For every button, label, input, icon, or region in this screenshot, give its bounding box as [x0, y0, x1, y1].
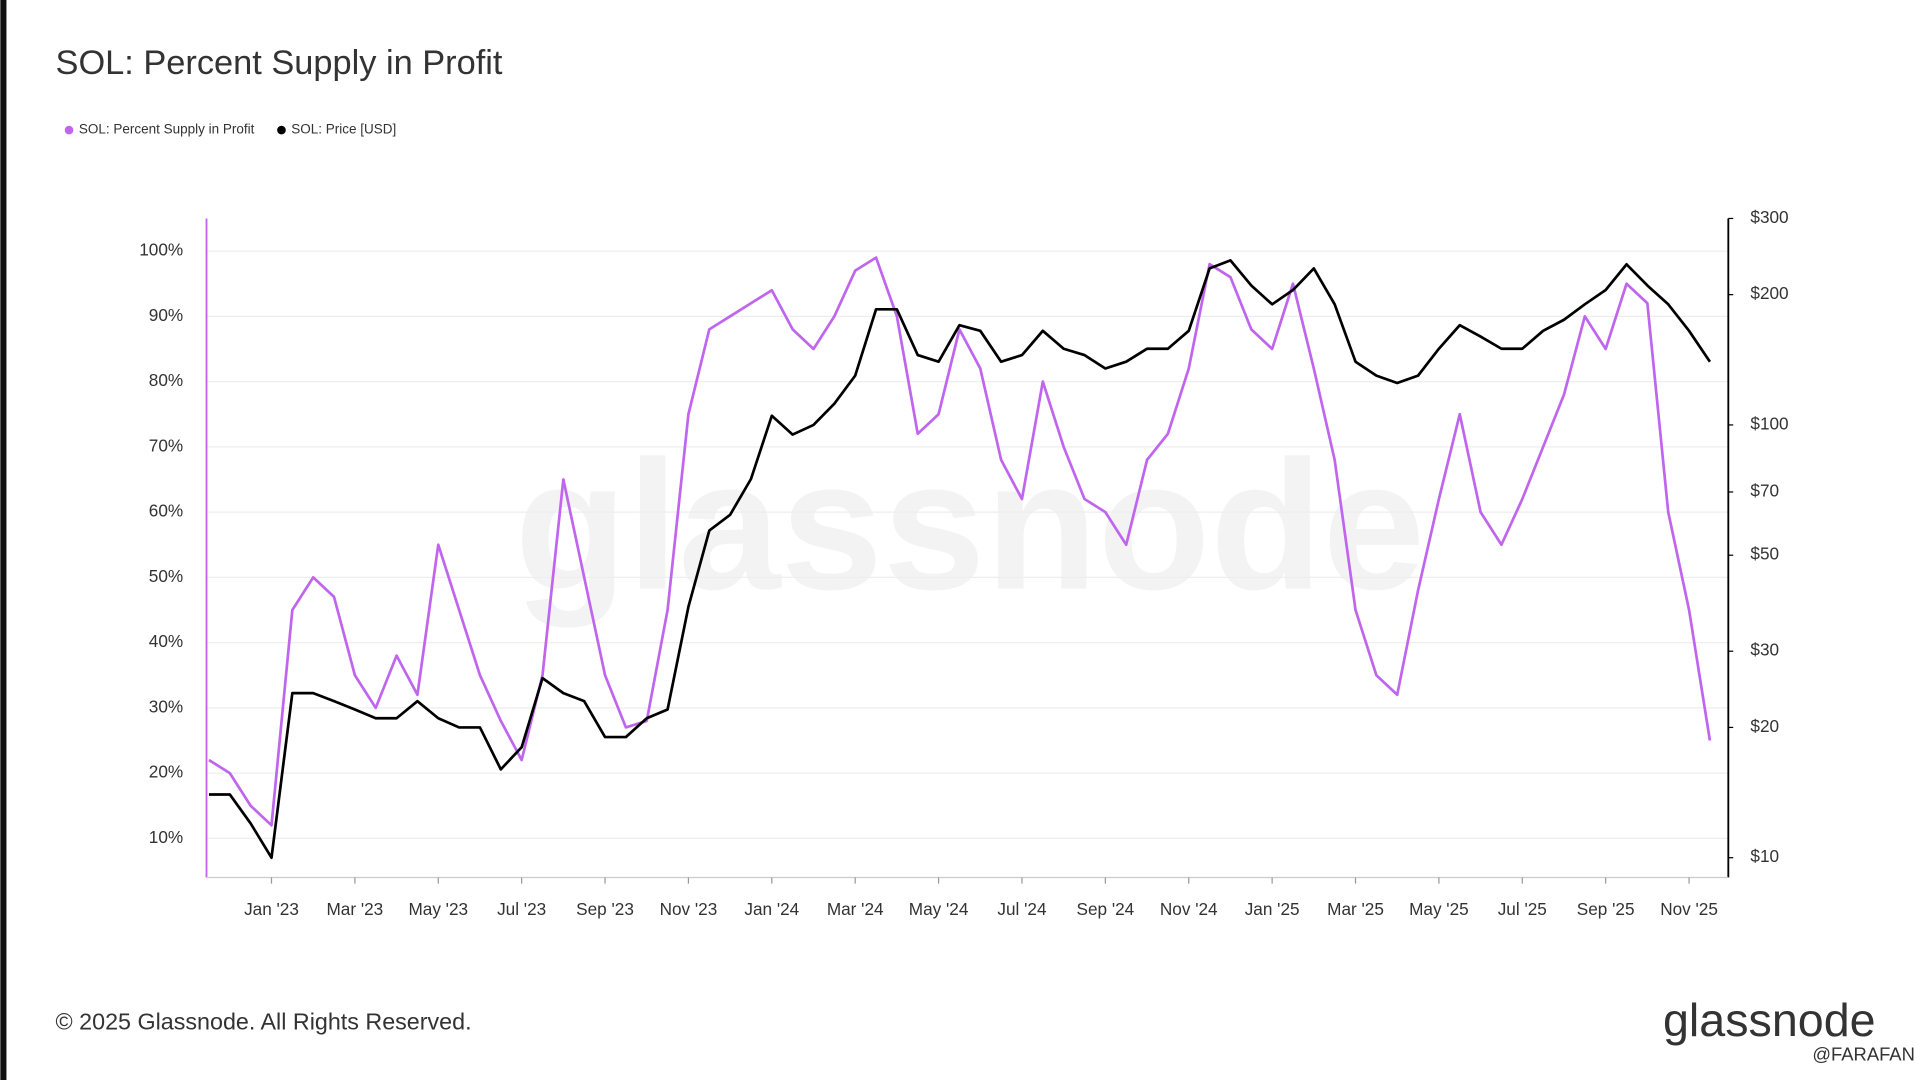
x-tick-label: Sep '23 [576, 899, 634, 919]
x-tick-label: Sep '25 [1577, 899, 1635, 919]
legend-label: SOL: Percent Supply in Profit [79, 122, 255, 137]
y2-tick-label: $70 [1750, 481, 1779, 501]
x-tick-label: Jan '24 [744, 899, 799, 919]
y-tick-label: 30% [149, 696, 183, 716]
y2-tick-label: $30 [1750, 640, 1779, 660]
x-tick-label: May '24 [909, 899, 969, 919]
y2-tick-label: $20 [1750, 716, 1779, 736]
x-tick-label: Jul '23 [497, 899, 546, 919]
legend-label: SOL: Price [USD] [291, 122, 396, 137]
y2-tick-label: $10 [1750, 846, 1779, 866]
x-tick-label: Mar '24 [827, 899, 884, 919]
x-tick-label: Sep '24 [1076, 899, 1134, 919]
x-tick-label: Jan '25 [1245, 899, 1300, 919]
y2-tick-label: $300 [1750, 207, 1788, 227]
legend-marker [277, 125, 286, 135]
x-tick-label: Nov '25 [1660, 899, 1718, 919]
y-tick-label: 50% [149, 566, 183, 586]
x-tick-label: Nov '23 [660, 899, 718, 919]
legend-marker [64, 125, 74, 135]
y-tick-label: 90% [149, 305, 183, 325]
y-tick-label: 40% [149, 631, 183, 651]
y-tick-label: 80% [149, 370, 183, 390]
x-tick-label: Mar '25 [1327, 899, 1384, 919]
series-line [208, 256, 1712, 827]
x-tick-label: May '23 [408, 899, 468, 919]
x-tick-label: Jan '23 [244, 899, 299, 919]
y-tick-label: 100% [139, 240, 183, 260]
credit: @FARAFAN [1812, 1043, 1914, 1064]
logo: glassnode [1663, 994, 1876, 1046]
left-edge [0, 0, 7, 1080]
x-tick-label: Jul '25 [1498, 899, 1547, 919]
y-tick-label: 10% [149, 827, 183, 847]
footer: © 2025 Glassnode. All Rights Reserved. [56, 1009, 472, 1035]
y-tick-label: 20% [149, 762, 183, 782]
x-tick-label: May '25 [1409, 899, 1469, 919]
series-line [208, 259, 1712, 860]
y2-tick-label: $50 [1750, 544, 1779, 564]
x-tick-label: Jul '24 [997, 899, 1047, 919]
y2-tick-label: $200 [1750, 283, 1788, 303]
y-tick-label: 70% [149, 435, 183, 455]
chart-title: SOL: Percent Supply in Profit [56, 44, 503, 82]
y-tick-label: 60% [149, 501, 183, 521]
x-tick-label: Nov '24 [1160, 899, 1218, 919]
x-tick-label: Mar '23 [327, 899, 384, 919]
watermark: glassnode [515, 423, 1425, 629]
y2-tick-label: $100 [1750, 413, 1788, 433]
